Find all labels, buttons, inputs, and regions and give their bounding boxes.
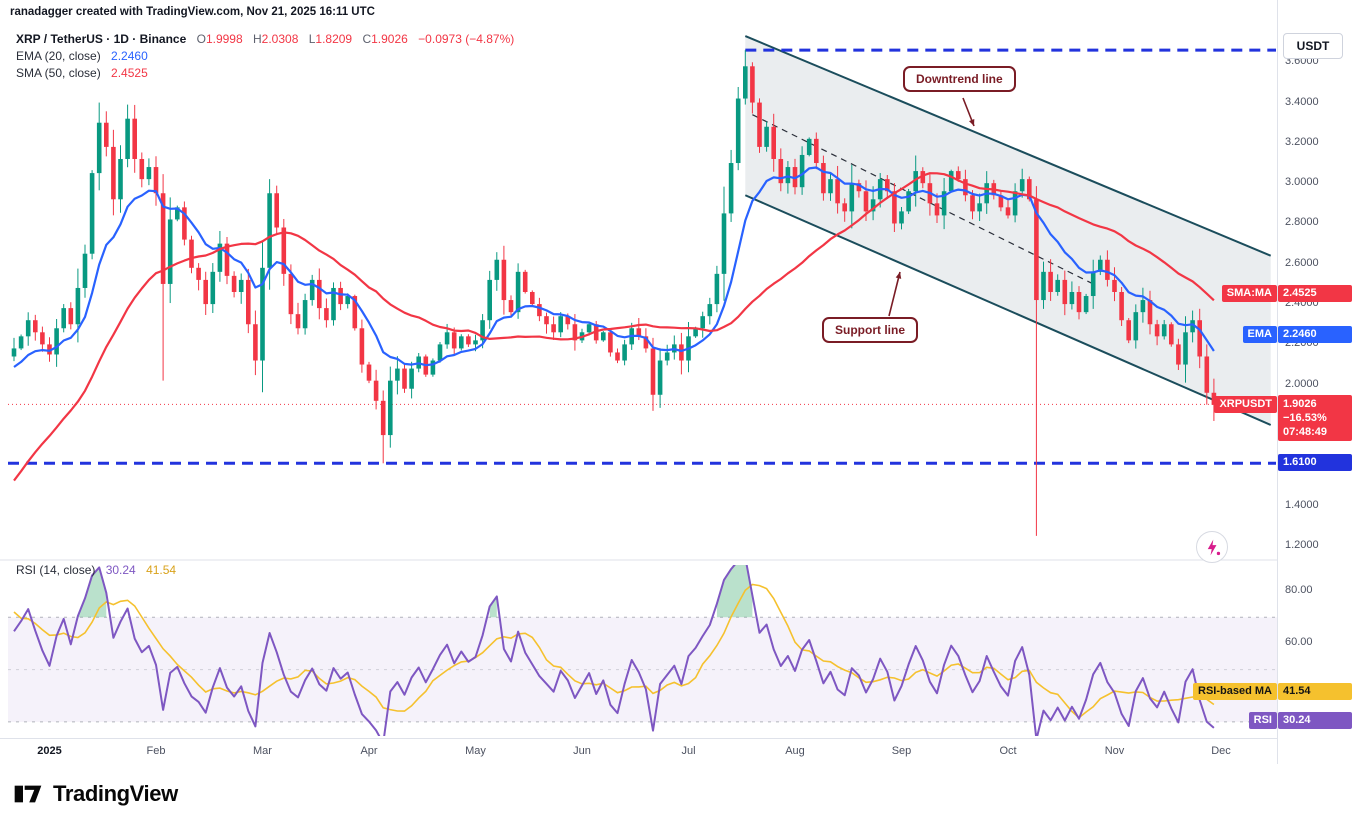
price-axis-label: 2.0000 [1285,377,1319,390]
time-axis-label: Jul [681,745,696,757]
flash-action-button[interactable] [1196,531,1228,563]
ema-badge-label: EMA [1242,326,1277,344]
symbol-title: XRP / TetherUS · 1D · Binance [16,32,187,46]
currency-toggle-button[interactable]: USDT [1283,33,1343,59]
low-value: 1.8209 [315,32,353,46]
low-label: L [308,32,316,46]
sma-legend-row[interactable]: SMA (50, close) 2.4525 [16,65,514,82]
tradingview-logo[interactable]: TradingView [12,779,178,809]
time-axis-label: Sep [891,745,912,757]
time-axis-label: Aug [785,745,805,757]
close-label: C [362,32,372,46]
price-axis-label: 3.4000 [1285,95,1319,108]
sma-badge-value: 2.4525 [1278,284,1352,302]
change-value: −0.0973 (−4.87%) [418,32,515,46]
time-axis-label: 2025 [37,745,62,757]
high-value: 2.0308 [261,32,299,46]
rsi-axis-label: 60.00 [1285,636,1313,649]
price-axis-label: 3.0000 [1285,176,1319,189]
price-axis-label: 2.8000 [1285,216,1319,229]
time-axis-label: Oct [999,745,1017,757]
rsi-ma-badge-value: 41.54 [1278,682,1352,700]
rsi-ma-line[interactable] [13,583,1215,719]
price-axis-label: 1.4000 [1285,498,1319,511]
downtrend-line-annotation[interactable]: Downtrend line [903,66,1016,92]
support-level-badge: 1.6100 [1278,454,1352,472]
ema-label: EMA (20, close) [16,49,101,63]
time-axis[interactable]: 2025 Feb Mar Apr May Jun Jul Aug Sep Oct Nov Dec [0,738,1277,765]
support-line-annotation[interactable]: Support line [822,317,918,343]
rsi-badge-value: 30.24 [1278,712,1352,730]
rsi-axis-label: 80.00 [1285,584,1313,597]
time-axis-label: Mar [253,745,272,757]
sma-line[interactable] [13,172,1215,482]
main-legend: XRP / TetherUS · 1D · Binance O1.9998 H2… [16,31,514,82]
symbol-price-badge: 1.9026 −16.53% 07:48:49 [1278,395,1352,442]
candlestick-series [11,50,1217,536]
price-pane-canvas[interactable] [8,28,1277,558]
price-axis[interactable]: 3.6000 3.4000 3.2000 3.0000 2.8000 2.6000 2.40… [1277,0,1353,764]
rsi-value: 30.24 [105,563,136,577]
price-axis-label: 1.2000 [1285,538,1319,551]
price-axis-label: 3.2000 [1285,135,1319,148]
sma-badge-label: SMA:MA [1221,284,1277,302]
ema-value: 2.2460 [111,49,148,63]
sma-value: 2.4525 [111,66,148,80]
lightning-icon [1207,539,1220,555]
price-change-percent: −16.53% [1283,412,1327,425]
open-value: 1.9998 [205,32,243,46]
symbol-legend-row[interactable]: XRP / TetherUS · 1D · Binance O1.9998 H2… [16,31,514,48]
rsi-label: RSI (14, close) [16,563,96,577]
time-axis-label: Nov [1104,745,1125,757]
tradingview-logo-text: TradingView [53,781,178,806]
rsi-ma-value: 41.54 [146,563,177,577]
time-axis-label: Apr [360,745,378,757]
open-label: O [196,32,206,46]
rsi-ma-badge-label: RSI-based MA [1193,682,1277,700]
last-price-value: 1.9026 [1283,398,1317,411]
downtrend-channel[interactable] [744,35,1272,426]
symbol-price-badge-label: XRPUSDT [1214,396,1277,414]
rsi-badge-label: RSI [1248,712,1277,730]
high-label: H [253,32,262,46]
ema-legend-row[interactable]: EMA (20, close) 2.2460 [16,48,514,65]
ema-line[interactable] [13,166,1215,368]
bar-close-countdown: 07:48:49 [1283,426,1328,439]
time-axis-label: Jun [573,745,591,757]
rsi-legend-row[interactable]: RSI (14, close) 30.24 41.54 [16,563,176,577]
rsi-pane-canvas[interactable] [8,562,1277,738]
rsi-line[interactable] [13,558,1215,744]
time-axis-label: May [465,745,486,757]
ema-badge-value: 2.2460 [1278,326,1352,344]
close-value: 1.9026 [371,32,408,46]
sma-label: SMA (50, close) [16,66,101,80]
moving-average-lines [13,166,1215,482]
price-axis-label: 2.6000 [1285,256,1319,269]
credit-text: ranadagger created with TradingView.com,… [10,6,375,18]
time-axis-label: Feb [146,745,166,757]
rsi-pane [8,558,1277,744]
tradingview-logo-icon [14,785,42,803]
time-axis-label: Dec [1211,745,1231,757]
